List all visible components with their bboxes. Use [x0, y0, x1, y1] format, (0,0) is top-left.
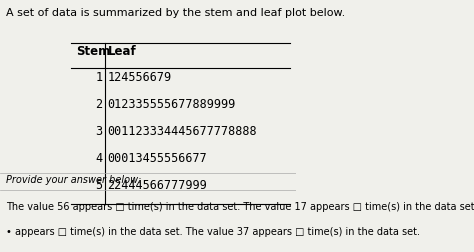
Text: Provide your answer below:: Provide your answer below:	[6, 175, 141, 185]
Text: 00013455556677: 00013455556677	[108, 152, 207, 165]
Text: 3: 3	[96, 125, 103, 138]
Text: 001123334445677778888: 001123334445677778888	[108, 125, 257, 138]
Text: • appears □ time(s) in the data set. The value 37 appears □ time(s) in the data : • appears □ time(s) in the data set. The…	[6, 227, 420, 237]
Text: A set of data is summarized by the stem and leaf plot below.: A set of data is summarized by the stem …	[6, 8, 345, 18]
Text: Leaf: Leaf	[108, 45, 136, 58]
Text: 5: 5	[96, 179, 103, 193]
Text: 22444566777999: 22444566777999	[108, 179, 207, 193]
Text: 1: 1	[96, 71, 103, 84]
Text: 4: 4	[96, 152, 103, 165]
Text: 124556679: 124556679	[108, 71, 172, 84]
Text: The value 56 appears □ time(s) in the data set. The value 17 appears □ time(s) i: The value 56 appears □ time(s) in the da…	[6, 202, 474, 212]
Text: 2: 2	[96, 98, 103, 111]
Text: Stem: Stem	[76, 45, 110, 58]
Text: 012335555677889999: 012335555677889999	[108, 98, 236, 111]
